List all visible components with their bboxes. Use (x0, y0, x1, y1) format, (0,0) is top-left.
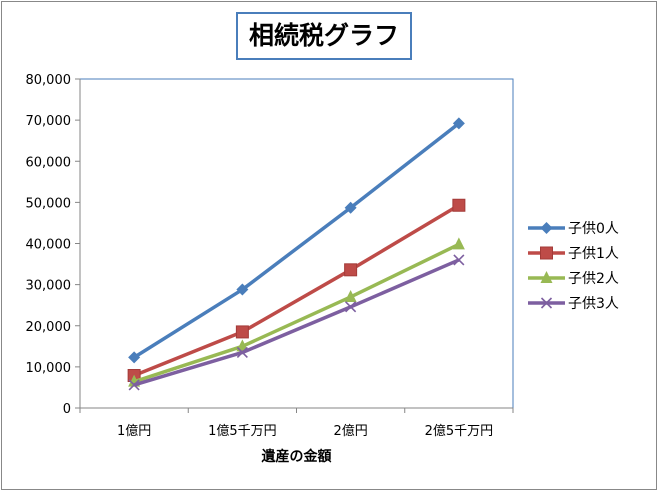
series-line-1 (133, 203, 460, 378)
legend-label-3: 子供3人 (568, 296, 619, 312)
series-line-3 (133, 258, 460, 387)
y-tick-label: 20,000 (26, 320, 72, 335)
data-point-2-1 (236, 339, 249, 352)
legend-marker-1 (540, 246, 553, 260)
plot-area (79, 78, 514, 409)
data-point-3-3 (453, 254, 465, 266)
x-axis-title: 遺産の金額 (262, 448, 332, 465)
chart-title: 相続税グラフ (236, 12, 412, 60)
legend-label-0: 子供0人 (568, 221, 619, 237)
data-point-2-2 (344, 289, 357, 302)
y-tick-label: 50,000 (26, 196, 72, 211)
y-tick-label: 40,000 (26, 238, 72, 253)
data-point-1-2 (344, 263, 358, 277)
x-tick-label: 2億5千万円 (425, 423, 494, 439)
y-tick-label: 70,000 (26, 114, 72, 129)
data-point-3-0 (128, 379, 140, 391)
data-point-0-1 (236, 283, 249, 296)
y-tick-label: 30,000 (26, 279, 72, 294)
y-tick-label: 60,000 (26, 155, 72, 170)
x-tick-label: 1億5千万円 (208, 423, 277, 439)
y-tick-label: 80,000 (26, 73, 72, 88)
data-point-2-3 (452, 237, 465, 250)
series-line-0 (133, 122, 460, 359)
y-tick-label: 0 (63, 402, 71, 417)
data-point-3-1 (236, 346, 248, 359)
x-tick-label: 1億円 (117, 423, 151, 439)
series-line-2 (133, 242, 460, 384)
data-point-1-3 (452, 198, 466, 212)
data-point-0-2 (344, 201, 357, 214)
data-point-1-1 (235, 325, 249, 339)
legend-label-2: 子供2人 (568, 271, 619, 287)
y-tick-label: 10,000 (26, 361, 72, 376)
data-point-3-2 (345, 301, 357, 313)
x-tick-label: 2億円 (333, 423, 367, 439)
data-point-0-0 (128, 351, 141, 364)
legend-marker-2 (540, 271, 553, 283)
data-point-0-3 (452, 117, 465, 130)
legend-marker-3 (540, 297, 553, 309)
legend-marker-0 (540, 222, 553, 234)
legend-label-1: 子供1人 (568, 246, 619, 262)
